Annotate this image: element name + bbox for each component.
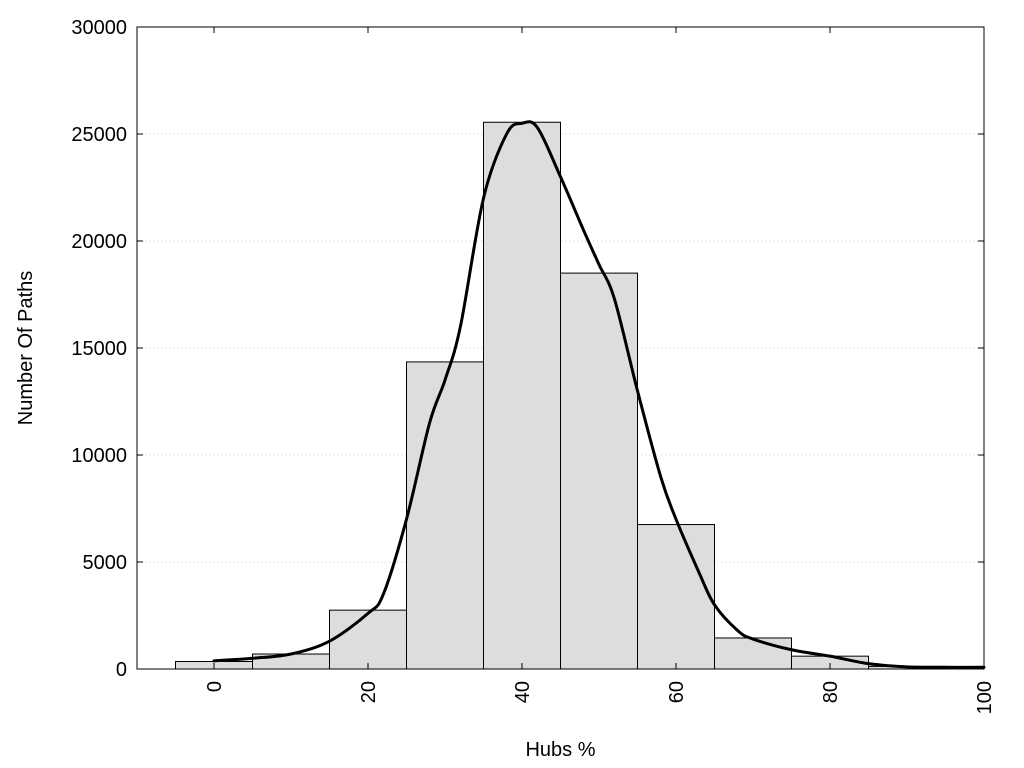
- histogram-bar: [714, 637, 792, 670]
- x-tick-label: 80: [820, 681, 842, 703]
- y-tick-label: 20000: [71, 231, 127, 253]
- x-axis-label: Hubs %: [525, 739, 595, 761]
- x-tick-label: 60: [666, 681, 688, 703]
- y-tick-label: 0: [116, 659, 127, 681]
- x-axis-ticks: 0 20 40 60 80 100: [204, 27, 996, 714]
- x-tick-label: 40: [512, 681, 534, 703]
- y-axis-label: Number Of Paths: [15, 271, 37, 426]
- x-tick-label: 20: [358, 681, 380, 703]
- y-axis-ticks: 0 5000 10000 15000 20000 25000 30000: [71, 17, 984, 681]
- histogram-bars: [175, 121, 985, 670]
- histogram-bar: [483, 121, 561, 670]
- density-curve: [212, 120, 986, 669]
- histogram-bar: [406, 361, 484, 670]
- histogram-bar: [560, 272, 638, 670]
- x-tick-label: 100: [974, 681, 996, 714]
- y-tick-label: 5000: [83, 552, 128, 574]
- histogram-bar: [637, 524, 715, 670]
- y-tick-label: 10000: [71, 445, 127, 467]
- y-tick-label: 25000: [71, 124, 127, 146]
- y-tick-label: 30000: [71, 17, 127, 39]
- x-tick-label: 0: [204, 681, 226, 692]
- histogram-bar: [329, 609, 407, 670]
- y-tick-label: 15000: [71, 338, 127, 360]
